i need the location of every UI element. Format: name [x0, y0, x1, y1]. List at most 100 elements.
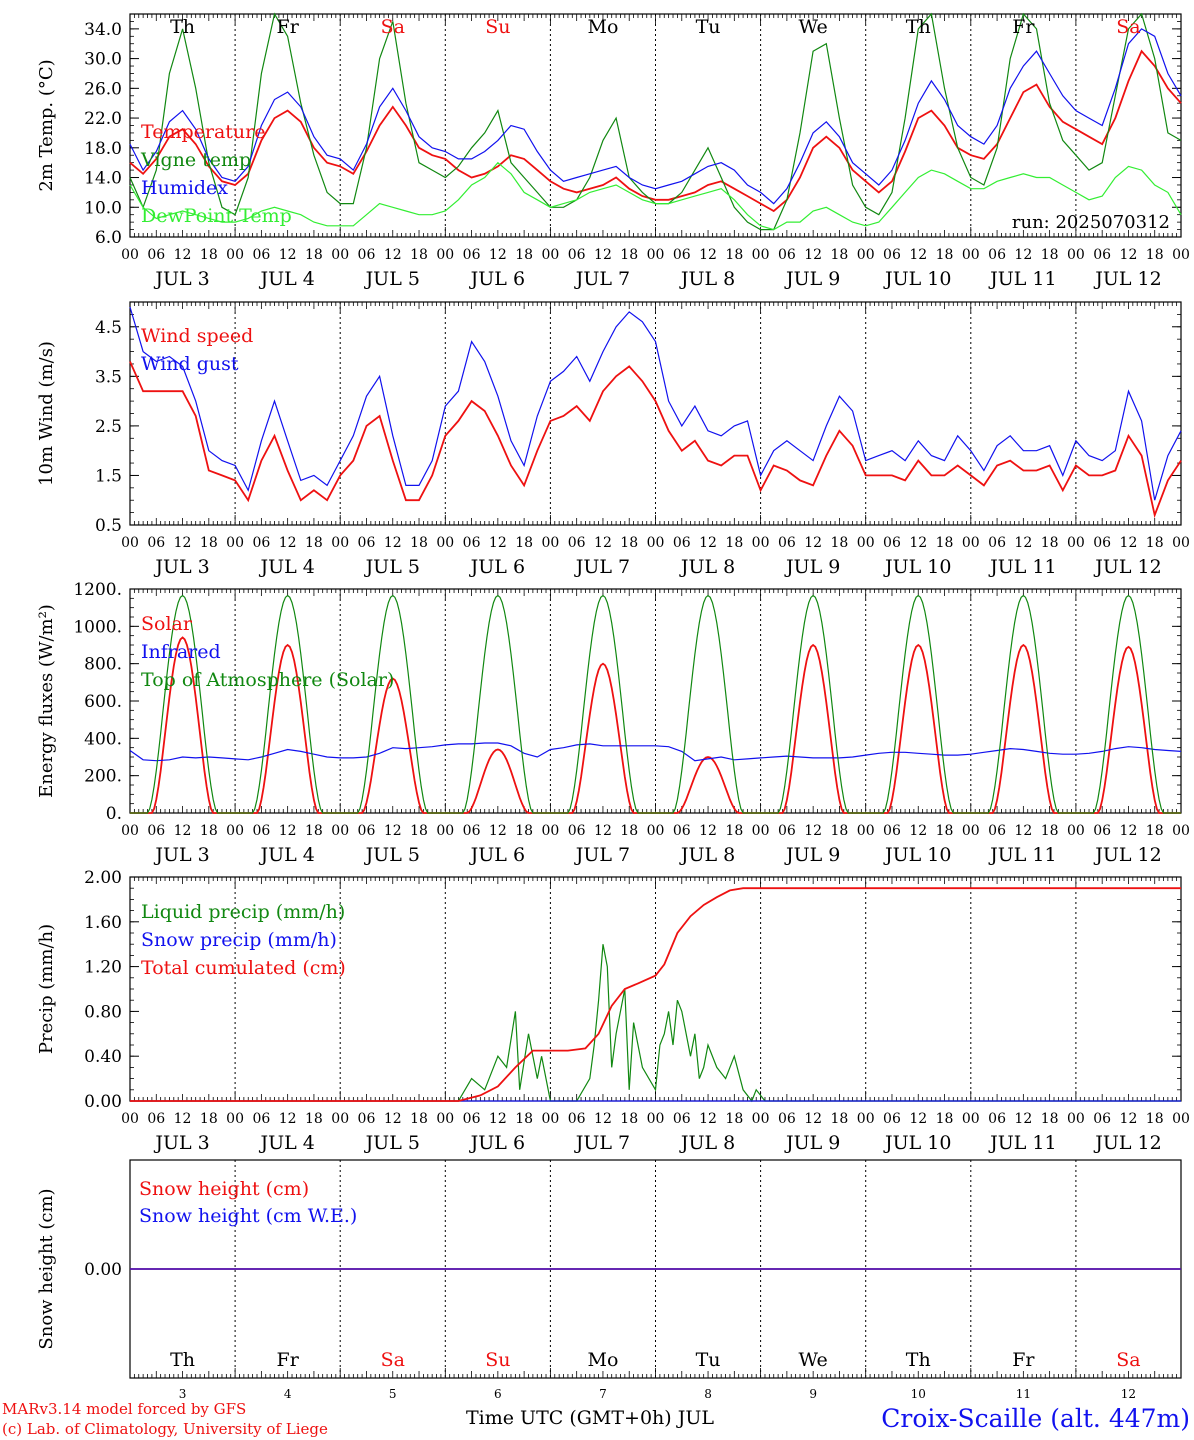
hour-label: 12 — [279, 247, 297, 263]
hour-label: 18 — [1041, 823, 1059, 839]
date-label: JUL 5 — [364, 1132, 420, 1154]
hour-label: 18 — [515, 247, 533, 263]
hour-label: 06 — [147, 823, 165, 839]
hour-label: 00 — [857, 1111, 875, 1127]
panel-1: 6.0 10.0 14.0 18.0 22.0 26.0 30.0 34.0 2m Temp. … — [36, 12, 1190, 290]
hour-label: 18 — [410, 1111, 428, 1127]
date-label: JUL 5 — [364, 268, 420, 290]
hour-label: 18 — [200, 247, 218, 263]
hour-label: 06 — [778, 247, 796, 263]
hour-label: 06 — [463, 247, 481, 263]
y-tick-label: 34.0 — [84, 20, 122, 40]
hour-label: 00 — [752, 1111, 770, 1127]
model-credit: MARv3.14 model forced by GFS — [2, 1400, 246, 1418]
hour-label: 00 — [1067, 1111, 1085, 1127]
hour-label: 00 — [752, 823, 770, 839]
hour-label: 18 — [936, 1111, 954, 1127]
day-number: 11 — [1016, 1387, 1031, 1401]
hour-label: 00 — [541, 823, 559, 839]
hour-label: 00 — [541, 535, 559, 551]
legend-entry: DewPoint Temp — [141, 205, 292, 227]
hour-label: 06 — [673, 247, 691, 263]
hour-label: 12 — [1014, 823, 1032, 839]
date-label: JUL 11 — [988, 1132, 1056, 1154]
weekday-label: Th — [906, 1349, 931, 1371]
hour-label: 00 — [331, 247, 349, 263]
hour-label: 18 — [725, 535, 743, 551]
hour-label: 12 — [279, 1111, 297, 1127]
y-tick-label: 400. — [84, 729, 122, 749]
date-label: JUL 6 — [469, 268, 525, 290]
y-tick-label: 2.5 — [95, 417, 122, 437]
y-tick-label: 1000. — [73, 617, 122, 637]
date-label: JUL 5 — [364, 556, 420, 578]
weekday-label: Sa — [1116, 1349, 1140, 1371]
run-annotation: run: 2025070312 — [1012, 212, 1170, 233]
hour-label: 12 — [1120, 1111, 1138, 1127]
hour-label: 12 — [699, 247, 717, 263]
y-axis-label: Precip (mm/h) — [36, 924, 57, 1054]
hour-label: 06 — [147, 1111, 165, 1127]
hour-label: 12 — [279, 823, 297, 839]
date-label: JUL 6 — [469, 556, 525, 578]
y-tick-label: 200. — [84, 767, 122, 787]
hour-label: 12 — [804, 247, 822, 263]
hour-label: 06 — [778, 823, 796, 839]
day-number: 6 — [494, 1387, 502, 1401]
hour-label: 00 — [541, 247, 559, 263]
legend-entry: Wind speed — [141, 325, 253, 347]
weekday-label: Sa — [1116, 16, 1140, 38]
hour-label: 06 — [568, 1111, 586, 1127]
hour-label: 12 — [594, 535, 612, 551]
hour-label: 06 — [358, 535, 376, 551]
hour-label: 12 — [1120, 823, 1138, 839]
hour-label: 18 — [1041, 535, 1059, 551]
hour-label: 00 — [1067, 247, 1085, 263]
y-tick-label: 0. — [106, 804, 122, 824]
date-label: JUL 9 — [784, 844, 840, 866]
hour-label: 18 — [515, 1111, 533, 1127]
hour-label: 12 — [909, 535, 927, 551]
hour-label: 18 — [725, 1111, 743, 1127]
hour-label: 12 — [699, 535, 717, 551]
hour-label: 18 — [305, 535, 323, 551]
legend-entry: Snow height (cm W.E.) — [139, 1205, 357, 1227]
x-axis-title: Time UTC (GMT+0h) JUL — [466, 1407, 714, 1429]
hour-label: 06 — [463, 823, 481, 839]
hour-label: 06 — [358, 823, 376, 839]
weekday-label: Fr — [277, 1349, 300, 1371]
hour-label: 00 — [1067, 535, 1085, 551]
hour-label: 00 — [1172, 247, 1190, 263]
hour-label: 18 — [515, 823, 533, 839]
y-tick-label: 1.60 — [84, 913, 122, 933]
hour-label: 06 — [778, 1111, 796, 1127]
date-label: JUL 10 — [883, 268, 951, 290]
hour-label: 06 — [147, 535, 165, 551]
hour-label: 12 — [1014, 247, 1032, 263]
hour-label: 06 — [1093, 535, 1111, 551]
hour-label: 06 — [673, 1111, 691, 1127]
day-number: 8 — [704, 1387, 712, 1401]
date-label: JUL 6 — [469, 1132, 525, 1154]
y-tick-label: 0.5 — [95, 516, 122, 536]
hour-label: 18 — [831, 535, 849, 551]
hour-label: 00 — [962, 535, 980, 551]
y-tick-label: 18.0 — [84, 139, 122, 159]
date-label: JUL 7 — [574, 268, 630, 290]
y-axis-label: Snow height (cm) — [36, 1188, 57, 1349]
legend-entry: Infrared — [141, 641, 221, 663]
hour-label: 00 — [962, 1111, 980, 1127]
weekday-label: Fr — [1012, 16, 1035, 38]
hour-label: 18 — [410, 823, 428, 839]
hour-label: 18 — [200, 823, 218, 839]
hour-label: 12 — [489, 247, 507, 263]
date-label: JUL 5 — [364, 844, 420, 866]
hour-label: 18 — [1146, 535, 1164, 551]
hour-label: 18 — [620, 823, 638, 839]
legend-entry: Total cumulated (cm) — [141, 957, 346, 979]
hour-label: 06 — [568, 535, 586, 551]
weekday-label: Mo — [587, 1349, 618, 1371]
date-label: JUL 10 — [883, 844, 951, 866]
hour-label: 18 — [936, 535, 954, 551]
date-label: JUL 11 — [988, 556, 1056, 578]
